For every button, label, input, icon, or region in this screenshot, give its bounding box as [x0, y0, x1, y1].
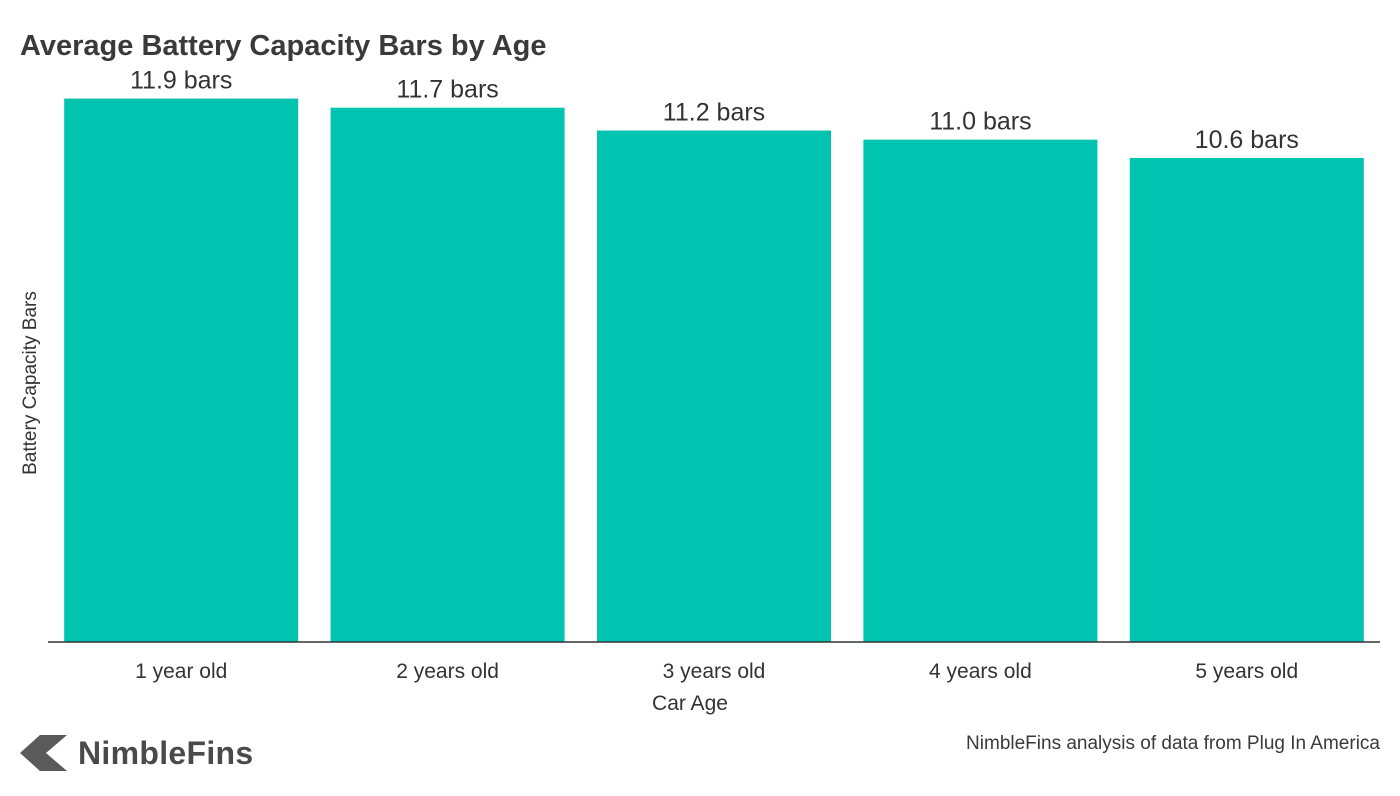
x-tick-label-4: 4 years old: [929, 660, 1032, 683]
nimblefins-logo-icon: [20, 735, 67, 771]
brand-name: NimbleFins: [78, 734, 254, 771]
source-note: NimbleFins analysis of data from Plug In…: [966, 733, 1380, 754]
bar-1: [64, 98, 299, 643]
bar-5: [1129, 157, 1364, 642]
bar-4: [863, 139, 1098, 642]
bars-layer: [64, 98, 1364, 643]
x-tick-labels-layer: 1 year old 2 years old 3 years old 4 years …: [135, 660, 1298, 683]
bar-value-label-2: 11.7 bars: [396, 76, 498, 104]
x-tick-label-3: 3 years old: [663, 660, 766, 683]
bar-value-label-4: 11.0 bars: [929, 108, 1031, 136]
bar-value-label-3: 11.2 bars: [663, 99, 765, 127]
bar-value-label-5: 10.6 bars: [1195, 126, 1299, 154]
chart-title: Average Battery Capacity Bars by Age: [20, 30, 547, 62]
brand: NimbleFins: [20, 728, 253, 778]
x-tick-label-1: 1 year old: [135, 660, 227, 683]
y-axis-label: Battery Capacity Bars: [20, 291, 41, 475]
bar-value-label-1: 11.9 bars: [130, 67, 232, 95]
bar-2: [330, 107, 565, 642]
x-tick-label-5: 5 years old: [1195, 660, 1298, 683]
bar-3: [597, 130, 831, 643]
x-tick-label-2: 2 years old: [396, 660, 499, 683]
value-labels-layer: 11.9 bars 11.7 bars 11.2 bars 11.0 bars 10.6…: [130, 67, 1299, 154]
x-axis-label: Car Age: [652, 692, 728, 715]
